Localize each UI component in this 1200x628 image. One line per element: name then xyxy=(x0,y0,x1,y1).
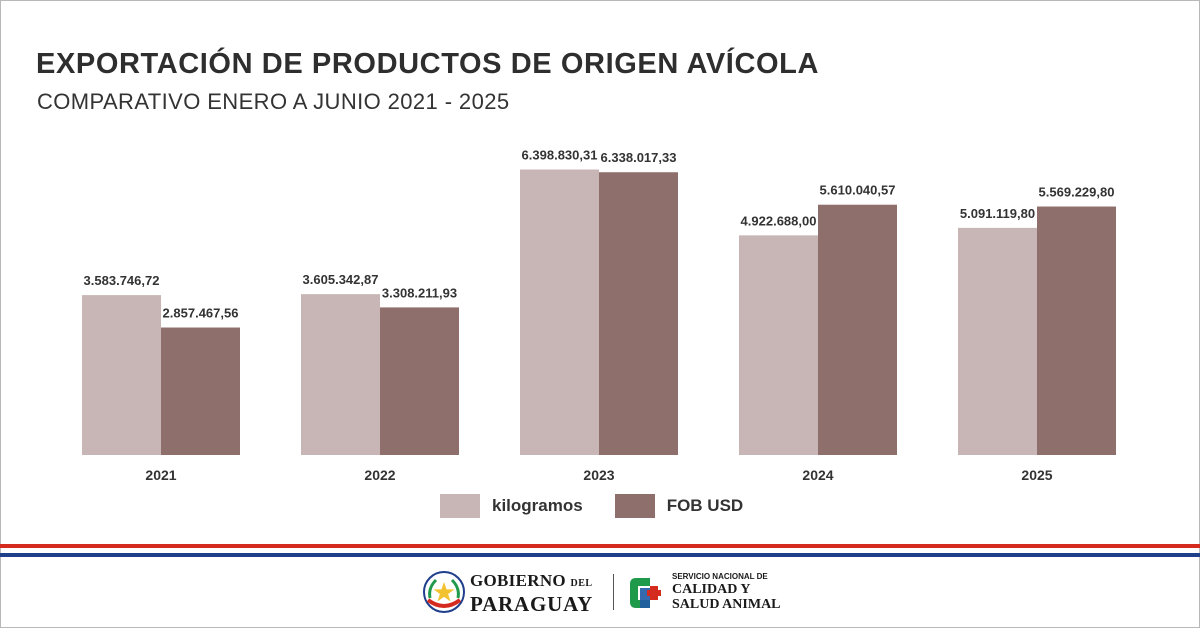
data-label-fob-usd-2022: 3.308.211,93 xyxy=(382,285,457,300)
data-label-fob-usd-2025: 5.569.229,80 xyxy=(1039,185,1115,200)
bar-kilogramos-2022 xyxy=(301,294,380,455)
bar-kilogramos-2021 xyxy=(82,295,161,455)
bar-fob-usd-2023 xyxy=(599,172,678,455)
flag-stripes xyxy=(0,544,1200,558)
chart-subtitle: COMPARATIVO ENERO A JUNIO 2021 - 2025 xyxy=(37,89,510,114)
logo-divider xyxy=(613,574,614,610)
chart-legend: kilogramos FOB USD xyxy=(440,494,775,518)
senacsa-line3: SALUD ANIMAL xyxy=(672,597,781,612)
data-label-fob-usd-2021: 2.857.467,56 xyxy=(163,306,239,321)
blue-stripe xyxy=(0,553,1200,557)
data-label-kilogramos-2024: 4.922.688,00 xyxy=(741,213,817,228)
data-label-kilogramos-2023: 6.398.830,31 xyxy=(522,148,598,163)
data-label-fob-usd-2023: 6.338.017,33 xyxy=(601,150,677,165)
bar-fob-usd-2021 xyxy=(161,327,240,455)
bar-fob-usd-2025 xyxy=(1037,206,1116,455)
legend-label-kilogramos: kilogramos xyxy=(492,496,583,515)
del-text: DEL xyxy=(570,578,593,589)
x-tick-label-2025: 2025 xyxy=(1021,467,1052,483)
data-label-kilogramos-2025: 5.091.119,80 xyxy=(960,206,1035,221)
legend-swatch-kilogramos xyxy=(440,494,480,518)
legend-item-kilogramos: kilogramos xyxy=(440,494,583,518)
chart-title: EXPORTACIÓN DE PRODUCTOS DE ORIGEN AVÍCO… xyxy=(36,48,820,80)
red-stripe xyxy=(0,544,1200,548)
paraguay-seal-icon xyxy=(423,571,465,613)
legend-item-fob-usd: FOB USD xyxy=(614,494,744,518)
x-tick-label-2023: 2023 xyxy=(583,467,614,483)
senacsa-line2: CALIDAD Y xyxy=(672,582,751,597)
footer-logos: GOBIERNO DEL PARAGUAY SERVICIO NACIONAL … xyxy=(420,568,800,618)
data-label-kilogramos-2022: 3.605.342,87 xyxy=(303,272,379,287)
x-tick-label-2024: 2024 xyxy=(802,467,833,483)
gobierno-paraguay-wordmark: GOBIERNO DEL PARAGUAY xyxy=(470,571,594,616)
gobierno-text: GOBIERNO xyxy=(470,571,566,590)
bar-fob-usd-2022 xyxy=(380,307,459,455)
bar-kilogramos-2025 xyxy=(958,227,1037,455)
bar-fob-usd-2024 xyxy=(818,204,897,455)
legend-swatch-fob-usd xyxy=(614,494,655,518)
x-tick-label-2022: 2022 xyxy=(364,467,395,483)
senacsa-line1: SERVICIO NACIONAL DE xyxy=(672,572,768,581)
x-tick-label-2021: 2021 xyxy=(145,467,176,483)
senacsa-wordmark: SERVICIO NACIONAL DE CALIDAD Y SALUD ANI… xyxy=(672,572,781,612)
legend-label-fob-usd: FOB USD xyxy=(666,496,744,515)
bar-kilogramos-2024 xyxy=(739,235,818,455)
senacsa-logo-icon xyxy=(630,578,661,608)
data-label-kilogramos-2021: 3.583.746,72 xyxy=(84,273,160,288)
paraguay-text: PARAGUAY xyxy=(470,592,594,616)
data-label-fob-usd-2024: 5.610.040,57 xyxy=(820,183,896,198)
bar-chart: 3.583.746,72 2.857.467,56 2021 3.605.342,87… xyxy=(82,148,1116,483)
bar-kilogramos-2023 xyxy=(520,169,599,455)
